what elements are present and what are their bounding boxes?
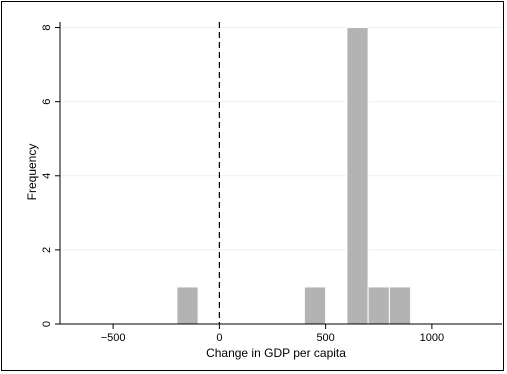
y-tick-label-3: 6 [41, 99, 53, 105]
histogram-bar-3 [367, 286, 390, 325]
x-axis-ticks: −500 0 500 1000 [101, 324, 444, 344]
y-axis-ticks: 0 2 4 6 8 [41, 24, 60, 327]
histogram-bar-1 [303, 286, 327, 325]
y-tick-label-2: 4 [41, 173, 53, 179]
x-tick-label-0: −500 [101, 332, 126, 344]
axes [59, 22, 502, 325]
grid-lines [60, 27, 502, 251]
x-tick-label-2: 500 [316, 332, 334, 344]
histogram-bar-0 [176, 286, 199, 325]
histogram-bar-4 [388, 286, 412, 325]
x-tick-label-1: 0 [216, 332, 222, 344]
y-tick-label-4: 8 [41, 24, 53, 30]
y-axis-title: Frequency [25, 144, 39, 201]
histogram-bar-2 [346, 27, 369, 325]
y-tick-label-0: 0 [41, 321, 53, 327]
x-tick-label-3: 1000 [420, 332, 444, 344]
x-axis-title: Change in GDP per capita [206, 346, 346, 360]
y-tick-label-1: 2 [41, 247, 53, 253]
